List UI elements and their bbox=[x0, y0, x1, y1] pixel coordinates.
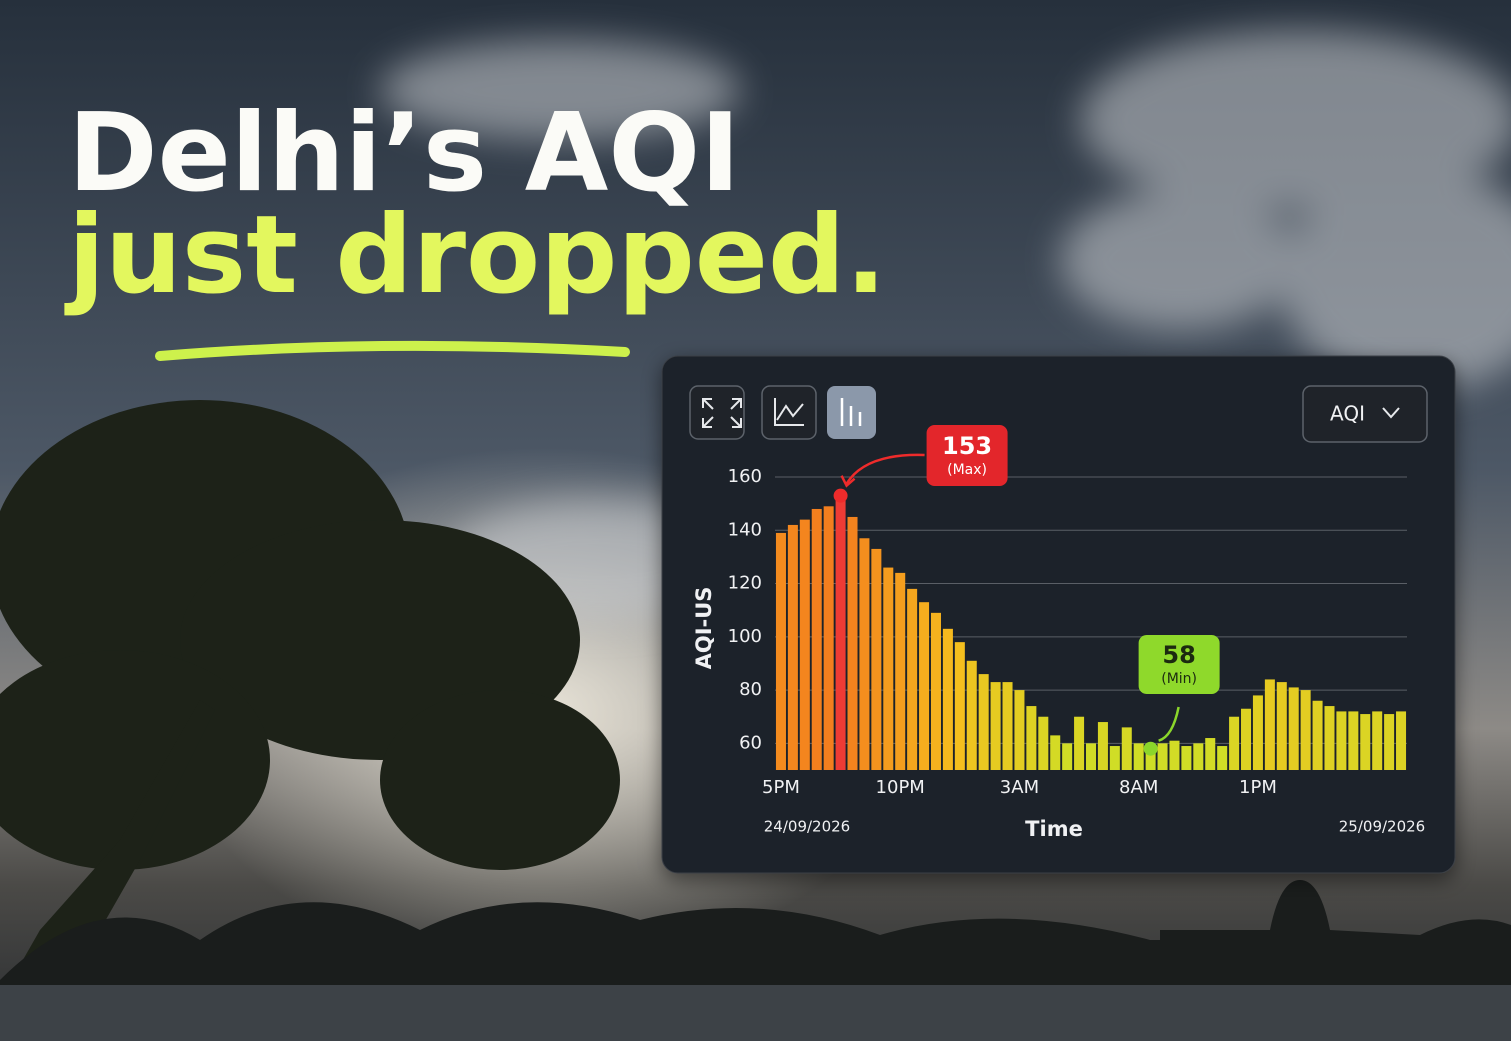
x-tick-label: 8AM bbox=[1119, 777, 1158, 798]
bar bbox=[871, 548, 882, 770]
bar bbox=[1396, 711, 1407, 770]
bar bbox=[1050, 735, 1061, 770]
bar bbox=[1336, 711, 1347, 770]
dropdown-label: AQI bbox=[1330, 402, 1365, 426]
y-axis-title: AQI-US bbox=[692, 587, 716, 670]
headline: Delhi’s AQI bbox=[68, 91, 740, 216]
bar bbox=[1205, 738, 1216, 770]
chart: 60 80 100 120 140 160 5PM 10PM 3AM 8AM 1PM AQI-US Ti… bbox=[692, 425, 1425, 841]
treeline bbox=[0, 880, 1511, 990]
bar bbox=[1121, 727, 1132, 770]
x-tick-label: 3AM bbox=[1000, 777, 1039, 798]
y-tick-label: 80 bbox=[739, 679, 762, 700]
min-label: (Min) bbox=[1161, 671, 1197, 687]
metric-dropdown[interactable]: AQI bbox=[1302, 385, 1428, 443]
x-axis-title: Time bbox=[1025, 817, 1083, 841]
line-chart-button[interactable] bbox=[761, 385, 817, 440]
bar bbox=[883, 567, 894, 770]
bar bbox=[1288, 687, 1299, 770]
bar bbox=[823, 506, 834, 770]
bar bbox=[1133, 743, 1144, 770]
max-dot bbox=[833, 488, 848, 503]
bar bbox=[859, 538, 870, 770]
bar bbox=[1276, 682, 1287, 770]
bar bbox=[1312, 700, 1323, 770]
bar bbox=[1193, 743, 1204, 770]
bar bbox=[1169, 740, 1180, 770]
max-callout bbox=[926, 425, 1008, 486]
bar bbox=[1074, 716, 1085, 770]
max-value: 153 bbox=[942, 432, 992, 460]
chevron bbox=[1382, 407, 1400, 419]
bar bbox=[1097, 722, 1108, 770]
bar bbox=[1002, 682, 1013, 770]
bar bbox=[1014, 690, 1025, 770]
bar bbox=[930, 612, 941, 770]
bar bbox=[847, 516, 858, 770]
bar bbox=[1252, 695, 1263, 770]
start-date: 24/09/2026 bbox=[764, 818, 850, 836]
bar bbox=[835, 495, 846, 770]
y-tick-label: 160 bbox=[728, 466, 762, 487]
x-tick-label: 5PM bbox=[762, 777, 800, 798]
bar bbox=[1145, 748, 1156, 770]
end-date: 25/09/2026 bbox=[1339, 818, 1425, 836]
bar bbox=[1062, 743, 1073, 770]
bar bbox=[775, 532, 786, 770]
min-callout bbox=[1138, 635, 1220, 694]
bar bbox=[1038, 716, 1049, 770]
bar bbox=[1109, 746, 1120, 770]
underline bbox=[155, 340, 630, 361]
bar bbox=[1085, 743, 1097, 770]
y-tick-label: 60 bbox=[739, 732, 762, 753]
bar bbox=[1324, 706, 1335, 770]
min-value: 58 bbox=[1162, 641, 1195, 669]
expand-button[interactable] bbox=[689, 385, 745, 440]
bar bbox=[1360, 714, 1371, 770]
tree bbox=[0, 400, 620, 1000]
bar bbox=[1348, 711, 1359, 770]
bar-chart-button[interactable] bbox=[827, 386, 876, 439]
bar bbox=[1026, 706, 1037, 770]
bar bbox=[1181, 746, 1192, 770]
bar bbox=[942, 628, 953, 770]
bar bbox=[1264, 679, 1275, 770]
dropdown-bg bbox=[1302, 385, 1428, 443]
bar bbox=[978, 674, 989, 770]
y-tick-label: 140 bbox=[728, 519, 762, 540]
bar bbox=[1300, 690, 1311, 770]
max-arrow bbox=[845, 453, 925, 485]
x-tick-label: 10PM bbox=[876, 777, 925, 798]
bar bbox=[895, 572, 906, 770]
y-tick-label: 100 bbox=[728, 626, 762, 647]
button-bg bbox=[689, 385, 745, 440]
button-bg bbox=[761, 385, 817, 440]
bar bbox=[1157, 743, 1168, 770]
bar-icon bbox=[840, 398, 862, 426]
bar bbox=[1241, 708, 1252, 770]
headline: just dropped. bbox=[64, 193, 886, 318]
max-label: (Max) bbox=[947, 462, 987, 478]
min-dot bbox=[1143, 741, 1158, 756]
bar bbox=[919, 602, 930, 770]
y-tick-label: 120 bbox=[728, 573, 762, 594]
bar bbox=[1217, 746, 1228, 770]
bar bbox=[966, 660, 977, 770]
line-icon bbox=[774, 398, 804, 426]
bar bbox=[787, 524, 798, 770]
expand-icon bbox=[702, 398, 742, 428]
water bbox=[0, 985, 1511, 1041]
bar bbox=[954, 642, 965, 770]
bar bbox=[990, 682, 1001, 770]
bar bbox=[1372, 711, 1383, 770]
bar bbox=[799, 519, 810, 770]
min-arrow bbox=[1158, 706, 1180, 742]
bar bbox=[1384, 714, 1395, 770]
bar bbox=[1229, 716, 1240, 770]
max-arrowhead bbox=[840, 475, 856, 488]
bar bbox=[811, 508, 822, 770]
bar bbox=[907, 588, 918, 770]
x-tick-label: 1PM bbox=[1239, 777, 1277, 798]
